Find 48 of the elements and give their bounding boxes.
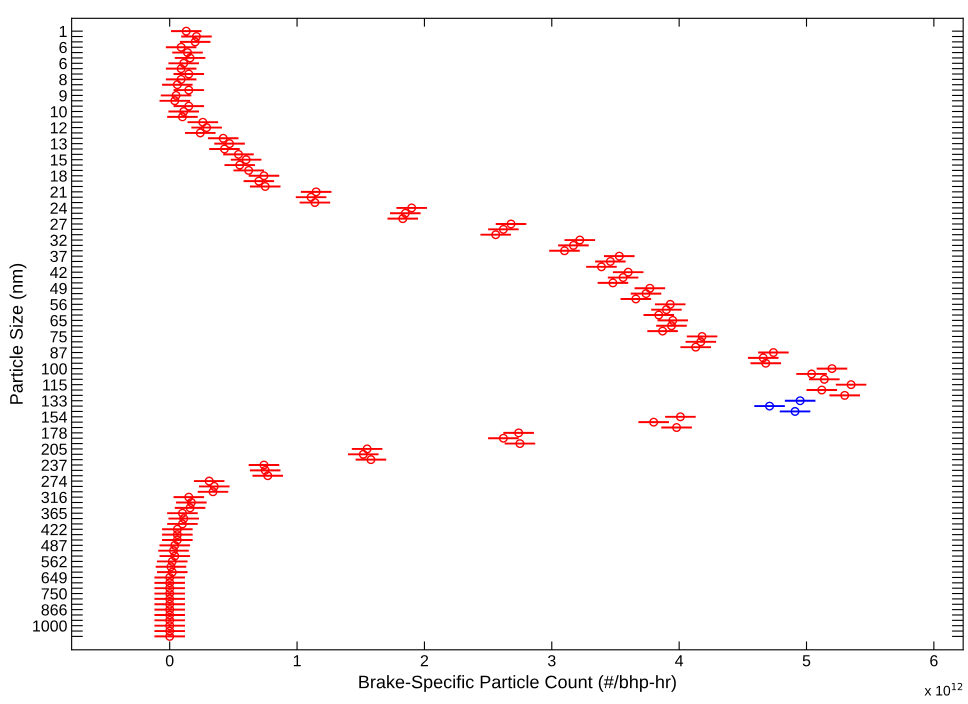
y-tick-label: 87 [50, 347, 67, 358]
y-tick-label: 65 [50, 315, 67, 326]
y-tick-label: 422 [41, 524, 67, 536]
y-tick-label: 10 [50, 106, 67, 118]
y-tick-label: 21 [50, 186, 67, 198]
y-tick-label: 49 [50, 282, 67, 294]
y-tick-label: 42 [50, 266, 67, 278]
y-tick-label: 365 [41, 508, 67, 520]
y-tick-label: 6 [59, 42, 67, 54]
y-tick-label: 56 [50, 298, 67, 310]
y-tick-label: 37 [50, 250, 67, 262]
y-tick-label: 1 [60, 26, 67, 37]
x-tick-label: 1 [294, 655, 301, 666]
text: x 10$^{12}$ [924, 682, 962, 696]
y-tick-label: 115 [43, 379, 67, 391]
y-tick-label: 6 [59, 58, 67, 70]
x-tick-label: 6 [930, 655, 938, 666]
y-axis-title: Particle Size (nm) [10, 264, 26, 404]
x-tick-label: 0 [166, 655, 174, 666]
y-tick-label: 133 [42, 395, 67, 407]
y-tick-label: 649 [42, 572, 67, 584]
y-tick-label: 18 [50, 170, 67, 182]
y-tick-label: 13 [50, 138, 67, 150]
x-tick-label: 5 [802, 655, 810, 666]
y-tick-label: 178 [42, 428, 67, 439]
y-tick-label: 9 [59, 90, 67, 102]
x-axis-title: Brake-Specific Particle Count (#/bhp-hr) [359, 675, 676, 692]
y-tick-label: 237 [42, 460, 67, 471]
y-tick-label: 316 [41, 492, 67, 504]
y-tick-label: 12 [50, 122, 67, 134]
y-tick-label: 15 [50, 154, 67, 166]
y-tick-label: 27 [50, 218, 67, 230]
y-tick-label: 100 [42, 363, 67, 375]
y-tick-label: 750 [42, 588, 67, 600]
x-tick-label: 4 [675, 655, 684, 666]
y-tick-label: 1000 [33, 620, 67, 632]
y-tick-label: 274 [42, 476, 67, 487]
y-tick-label: 487 [41, 540, 67, 552]
y-tick-label: 24 [50, 202, 67, 214]
y-tick-label: 75 [50, 331, 67, 342]
x-tick-label: 3 [548, 655, 556, 666]
y-tick-label: 866 [42, 604, 67, 616]
y-tick-label: 8 [59, 74, 67, 86]
y-tick-label: 562 [41, 556, 67, 568]
y-tick-label: 205 [42, 444, 67, 455]
y-tick-label: 154 [42, 412, 67, 423]
x-tick-label: 2 [420, 655, 428, 666]
y-tick-label: 32 [50, 234, 67, 246]
